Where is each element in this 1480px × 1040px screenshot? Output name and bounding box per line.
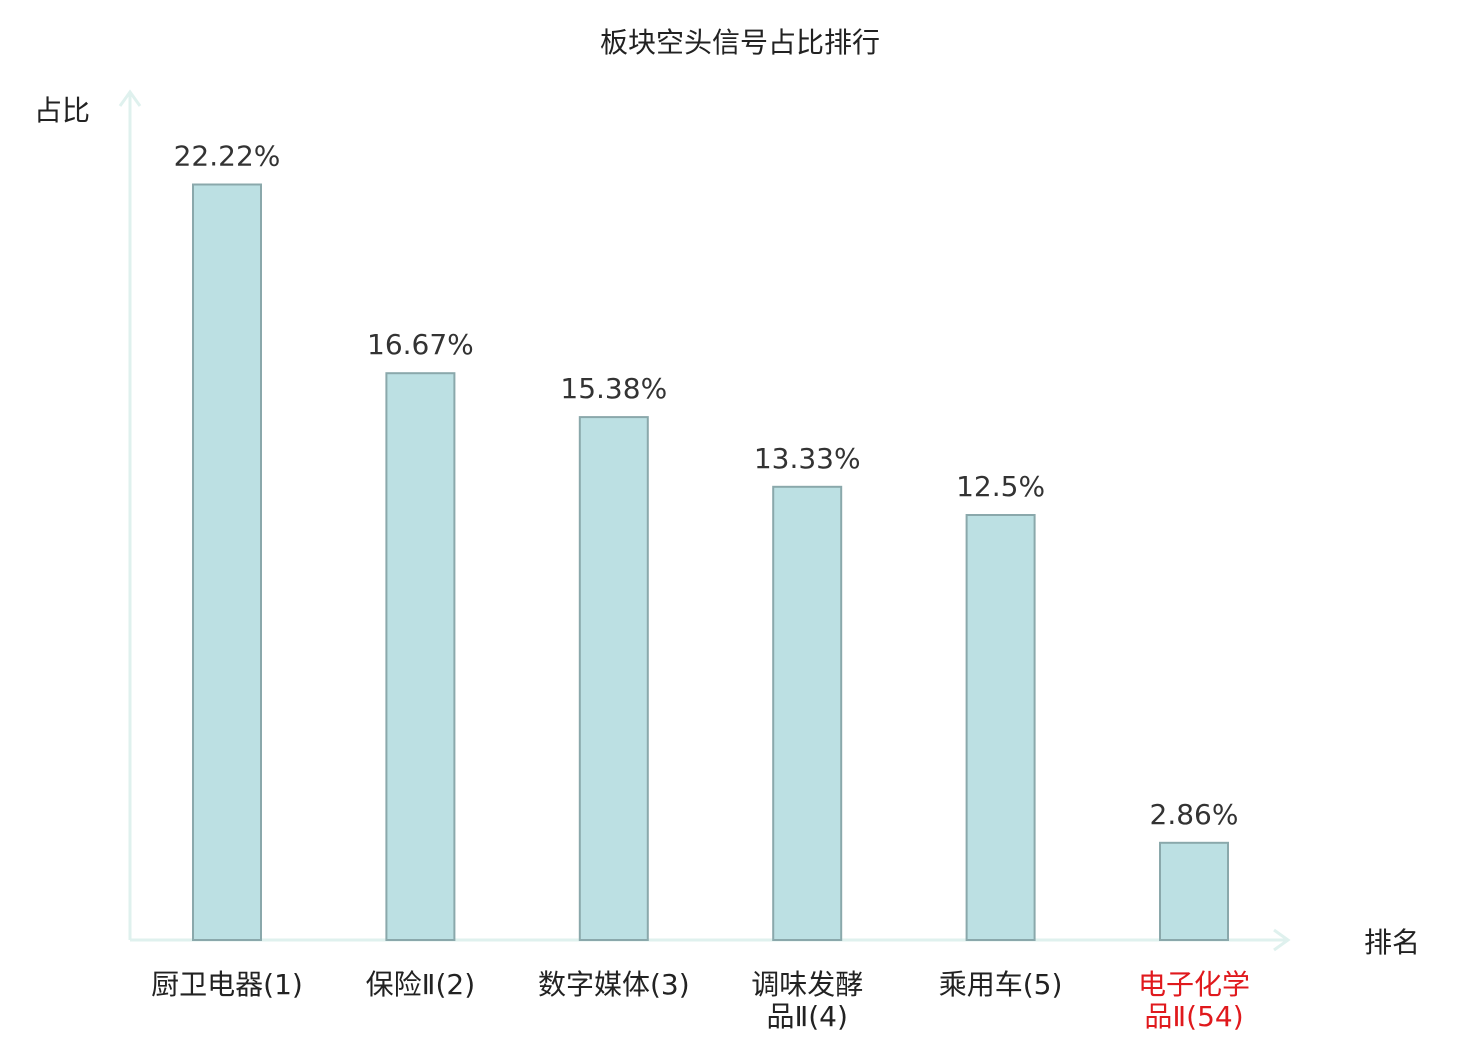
value-labels-group: 22.22% 16.67% 15.38% 13.33% 12.5% 2.86% [174, 140, 1239, 831]
bar-5 [965, 514, 1036, 941]
category-label-line: 电子化学 [1138, 968, 1250, 1001]
y-axis-label: 占比 [34, 94, 90, 127]
bar-6 [1159, 841, 1229, 941]
category-labels-group: 厨卫电器(1) 保险Ⅱ(2) 数字媒体(3) 调味发酵品Ⅱ(4)乘用车(5) 电子化学品… [151, 968, 1250, 1033]
category-label-3: 数字媒体(3) [538, 968, 690, 1001]
value-label-3: 15.38% [560, 372, 667, 405]
x-axis-label: 排名 [1364, 926, 1420, 959]
category-label-4: 调味发酵品Ⅱ(4) [751, 968, 863, 1033]
category-label-1: 厨卫电器(1) [151, 968, 303, 1001]
value-label-5: 12.5% [956, 470, 1045, 503]
category-label-line: 乘用车(5) [939, 968, 1063, 1001]
bar-3 [578, 416, 649, 942]
value-label-4: 13.33% [754, 442, 861, 475]
value-label-6: 2.86% [1150, 798, 1239, 831]
value-label-2: 16.67% [367, 328, 474, 361]
axes [118, 89, 1291, 952]
category-label-line: 品Ⅱ(54) [1144, 1000, 1243, 1033]
bar-1 [192, 183, 262, 941]
bars-group [192, 183, 1229, 942]
category-label-line: 保险Ⅱ(2) [366, 968, 475, 1001]
category-label-line: 品Ⅱ(4) [766, 1000, 847, 1033]
x-axis-arrow [1273, 928, 1291, 952]
category-label-6: 电子化学品Ⅱ(54) [1138, 968, 1250, 1033]
category-label-line: 数字媒体(3) [538, 968, 690, 1001]
value-label-1: 22.22% [174, 140, 281, 173]
category-label-2: 保险Ⅱ(2) [366, 968, 475, 1001]
category-label-5: 乘用车(5) [939, 968, 1063, 1001]
chart-title: 板块空头信号占比排行 [600, 26, 880, 59]
bar-4 [772, 485, 843, 941]
category-label-line: 调味发酵 [751, 968, 863, 1001]
y-axis-arrow [118, 89, 142, 107]
category-label-line: 厨卫电器(1) [151, 968, 303, 1001]
bar-2 [385, 372, 456, 941]
